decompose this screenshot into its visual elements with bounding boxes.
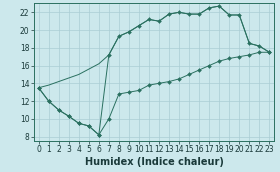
X-axis label: Humidex (Indice chaleur): Humidex (Indice chaleur) <box>85 157 223 167</box>
